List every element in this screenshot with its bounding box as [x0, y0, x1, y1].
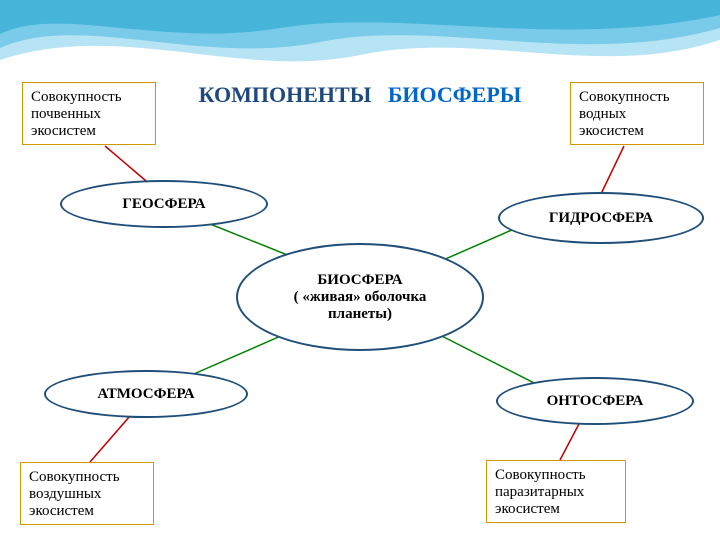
- hydro-desc-line3: экосистем: [579, 123, 695, 140]
- title-word-1: КОМПОНЕНТЫ: [199, 82, 372, 107]
- title-word-2: БИОСФЕРЫ: [388, 82, 522, 107]
- desc-box-hydro-desc: Совокупностьводныхэкосистем: [570, 82, 704, 145]
- satellite-atmo: АТМОСФЕРА: [44, 370, 248, 418]
- satellite-label-onto: ОНТОСФЕРА: [496, 377, 694, 425]
- atmo-desc-line2: воздушных: [29, 486, 145, 503]
- center-ellipse: БИОСФЕРА ( «живая» оболочка планеты): [236, 243, 484, 351]
- satellite-onto: ОНТОСФЕРА: [496, 377, 694, 425]
- desc-box-atmo-desc: Совокупностьвоздушныхэкосистем: [20, 462, 154, 525]
- atmo-desc-line3: экосистем: [29, 503, 145, 520]
- hydro-desc-line2: водных: [579, 106, 695, 123]
- satellite-label-geo: ГЕОСФЕРА: [60, 180, 268, 228]
- center-line1: БИОСФЕРА: [294, 272, 427, 289]
- geo-desc-line1: Совокупность: [31, 89, 147, 106]
- onto-desc-line2: паразитарных: [495, 484, 617, 501]
- center-line2: ( «живая» оболочка: [294, 289, 427, 306]
- hydro-desc-line1: Совокупность: [579, 89, 695, 106]
- center-line3: планеты): [294, 306, 427, 323]
- onto-desc-line3: экосистем: [495, 501, 617, 518]
- desc-box-onto-desc: Совокупностьпаразитарныхэкосистем: [486, 460, 626, 523]
- satellite-hydro: ГИДРОСФЕРА: [498, 192, 704, 244]
- atmo-desc-line1: Совокупность: [29, 469, 145, 486]
- satellite-label-hydro: ГИДРОСФЕРА: [498, 192, 704, 244]
- geo-desc-line3: экосистем: [31, 123, 147, 140]
- satellite-geo: ГЕОСФЕРА: [60, 180, 268, 228]
- onto-desc-line1: Совокупность: [495, 467, 617, 484]
- geo-desc-line2: почвенных: [31, 106, 147, 123]
- page-title: КОМПОНЕНТЫ БИОСФЕРЫ: [199, 82, 522, 108]
- satellite-label-atmo: АТМОСФЕРА: [44, 370, 248, 418]
- desc-box-geo-desc: Совокупностьпочвенныхэкосистем: [22, 82, 156, 145]
